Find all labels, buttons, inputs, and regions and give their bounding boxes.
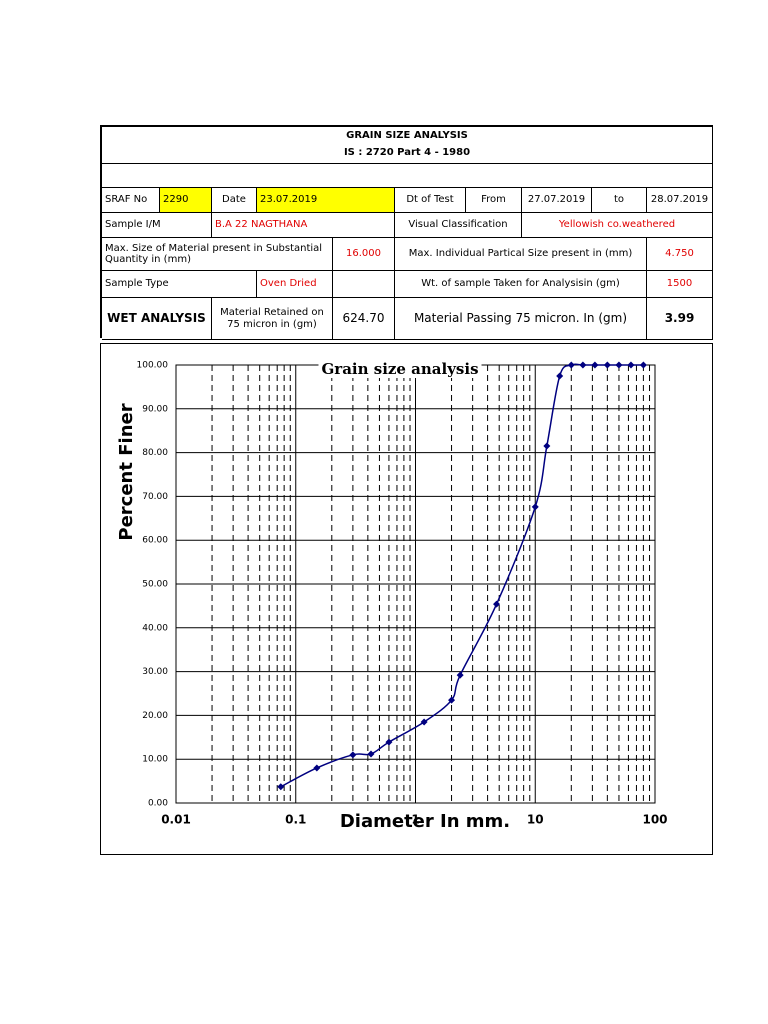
y-tick-label: 80.00 bbox=[142, 448, 168, 458]
y-tick-label: 60.00 bbox=[142, 536, 168, 546]
form-cell: Sample Type bbox=[102, 271, 257, 298]
data-marker bbox=[567, 361, 575, 369]
form-cell: 1500 bbox=[647, 271, 713, 298]
form-cell: WET ANALYSIS bbox=[102, 298, 212, 340]
y-axis-label: Percent Finer bbox=[116, 403, 137, 540]
form-cell: 23.07.2019 bbox=[257, 188, 395, 213]
data-marker bbox=[531, 503, 539, 511]
y-tick-label: 90.00 bbox=[142, 404, 168, 414]
form-cell: Visual Classification bbox=[395, 213, 522, 238]
form-cell: Date bbox=[212, 188, 257, 213]
y-tick-label: 40.00 bbox=[142, 623, 168, 633]
form-cell: 27.07.2019 bbox=[522, 188, 592, 213]
y-tick-label: 100.00 bbox=[137, 361, 169, 371]
chart-frame bbox=[100, 343, 713, 855]
y-tick-label: 70.00 bbox=[142, 492, 168, 502]
form-cell: Max. Size of Material present in Substan… bbox=[102, 238, 333, 271]
form-cell: SRAF No bbox=[102, 188, 160, 213]
data-marker bbox=[367, 750, 375, 758]
form-title: GRAIN SIZE ANALYSIS bbox=[102, 127, 713, 145]
form-cell: 3.99 bbox=[647, 298, 713, 340]
data-marker bbox=[639, 361, 647, 369]
form-cell: Max. Individual Partical Size present in… bbox=[395, 238, 647, 271]
data-marker bbox=[591, 361, 599, 369]
x-tick-label: 1 bbox=[411, 813, 419, 827]
form-cell: From bbox=[466, 188, 522, 213]
data-marker bbox=[603, 361, 611, 369]
y-tick-label: 20.00 bbox=[142, 711, 168, 721]
data-marker bbox=[385, 738, 393, 746]
form-cell: 4.750 bbox=[647, 238, 713, 271]
chart: 0.00 10.00 20.00 30.00 40.00 50.00 60.00 70.00 8… bbox=[100, 343, 713, 855]
form-cell: Dt of Test bbox=[395, 188, 466, 213]
empty-row bbox=[102, 164, 713, 188]
data-marker bbox=[493, 600, 501, 608]
data-marker bbox=[349, 751, 357, 759]
form-cell: Yellowish co.weathered bbox=[522, 213, 713, 238]
x-tick-label: 0.1 bbox=[285, 813, 306, 827]
form-cell: B.A 22 NAGTHANA bbox=[212, 213, 395, 238]
data-marker bbox=[313, 764, 321, 772]
form-table: GRAIN SIZE ANALYSIS IS : 2720 Part 4 - 1… bbox=[100, 125, 713, 340]
form-cell: Material Retained on 75 micron in (gm) bbox=[212, 298, 333, 340]
chart-title: Grain size analysis bbox=[321, 360, 478, 378]
y-tick-label: 50.00 bbox=[142, 580, 168, 590]
data-marker bbox=[543, 442, 551, 450]
y-tick-label: 10.00 bbox=[142, 755, 168, 765]
title-background bbox=[318, 360, 482, 378]
form-cell: Sample I/M bbox=[102, 213, 212, 238]
form-standard: IS : 2720 Part 4 - 1980 bbox=[102, 143, 713, 164]
form-cell: to bbox=[592, 188, 647, 213]
data-marker bbox=[615, 361, 623, 369]
x-tick-label: 10 bbox=[527, 813, 544, 827]
data-marker bbox=[277, 783, 285, 791]
x-axis-label: Diameter In mm. bbox=[340, 811, 510, 832]
form-cell: 16.000 bbox=[333, 238, 395, 271]
y-tick-label: 0.00 bbox=[148, 799, 168, 809]
form-cell: 28.07.2019 bbox=[647, 188, 713, 213]
data-marker bbox=[627, 361, 635, 369]
y-tick-label: 30.00 bbox=[142, 667, 168, 677]
form-cell: Oven Dried bbox=[257, 271, 333, 298]
form-cell: 2290 bbox=[160, 188, 212, 213]
form-cell: Wt. of sample Taken for Analysisin (gm) bbox=[395, 271, 647, 298]
x-tick-label: 100 bbox=[642, 813, 667, 827]
data-marker bbox=[556, 372, 564, 380]
data-marker bbox=[579, 361, 587, 369]
data-marker bbox=[420, 718, 428, 726]
form-cell: Material Passing 75 micron. In (gm) bbox=[395, 298, 647, 340]
form-cell: 624.70 bbox=[333, 298, 395, 340]
data-marker bbox=[456, 671, 464, 679]
empty-cell bbox=[333, 271, 395, 298]
x-tick-label: 0.01 bbox=[161, 813, 191, 827]
data-marker bbox=[448, 696, 456, 704]
